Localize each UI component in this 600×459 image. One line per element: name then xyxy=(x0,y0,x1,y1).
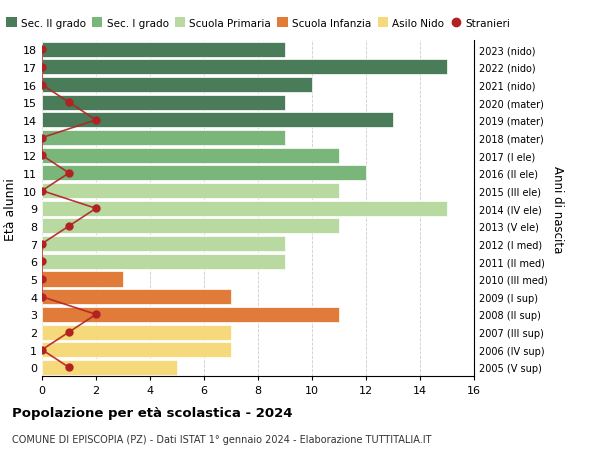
Point xyxy=(37,64,47,72)
Point xyxy=(37,188,47,195)
Bar xyxy=(42,254,285,269)
Point xyxy=(37,346,47,353)
Bar xyxy=(42,131,285,146)
Bar xyxy=(42,148,339,163)
Bar xyxy=(42,166,366,181)
Point xyxy=(64,329,74,336)
Point xyxy=(37,276,47,283)
Bar xyxy=(42,307,339,322)
Bar xyxy=(42,78,312,93)
Text: Popolazione per età scolastica - 2024: Popolazione per età scolastica - 2024 xyxy=(12,406,293,419)
Bar xyxy=(42,237,285,252)
Bar xyxy=(42,272,123,287)
Point xyxy=(37,152,47,160)
Point xyxy=(91,311,101,319)
Point xyxy=(37,46,47,54)
Bar xyxy=(42,202,447,216)
Point xyxy=(64,364,74,371)
Point xyxy=(91,205,101,213)
Y-axis label: Età alunni: Età alunni xyxy=(4,178,17,240)
Point xyxy=(64,170,74,177)
Bar xyxy=(42,60,447,75)
Y-axis label: Anni di nascita: Anni di nascita xyxy=(551,165,564,252)
Bar xyxy=(42,43,285,58)
Bar xyxy=(42,360,177,375)
Point xyxy=(64,99,74,106)
Text: COMUNE DI EPISCOPIA (PZ) - Dati ISTAT 1° gennaio 2024 - Elaborazione TUTTITALIA.: COMUNE DI EPISCOPIA (PZ) - Dati ISTAT 1°… xyxy=(12,434,431,444)
Point xyxy=(91,117,101,124)
Bar xyxy=(42,325,231,340)
Bar xyxy=(42,95,285,111)
Point xyxy=(37,241,47,248)
Point xyxy=(37,258,47,265)
Bar xyxy=(42,113,393,128)
Legend: Sec. II grado, Sec. I grado, Scuola Primaria, Scuola Infanzia, Asilo Nido, Stran: Sec. II grado, Sec. I grado, Scuola Prim… xyxy=(2,14,514,33)
Point xyxy=(37,293,47,301)
Bar xyxy=(42,342,231,358)
Bar xyxy=(42,219,339,234)
Bar xyxy=(42,184,339,199)
Bar xyxy=(42,290,231,304)
Point xyxy=(64,223,74,230)
Point xyxy=(37,134,47,142)
Point xyxy=(37,82,47,89)
